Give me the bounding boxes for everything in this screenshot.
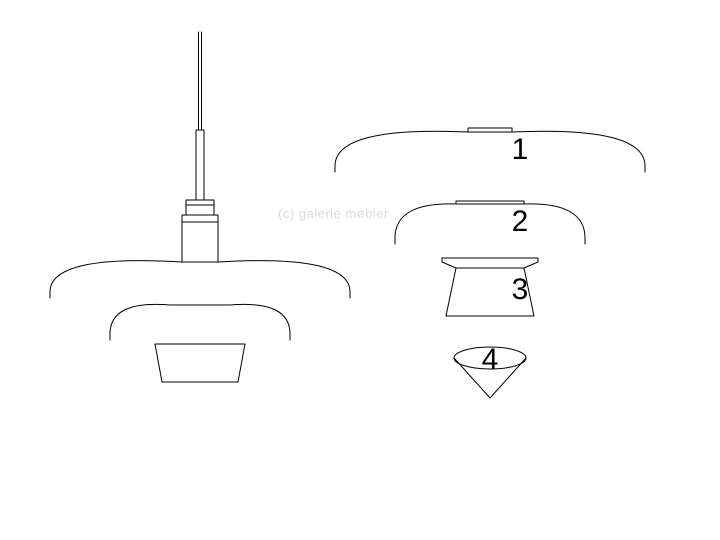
lamp-diagram-svg [0, 0, 720, 540]
diagram-stage: (c) galerie møbler 1 2 3 4 [0, 0, 720, 540]
label-part-4: 4 [482, 343, 499, 377]
label-part-1: 1 [512, 133, 529, 167]
label-part-2: 2 [512, 205, 529, 239]
label-part-3: 3 [512, 273, 529, 307]
